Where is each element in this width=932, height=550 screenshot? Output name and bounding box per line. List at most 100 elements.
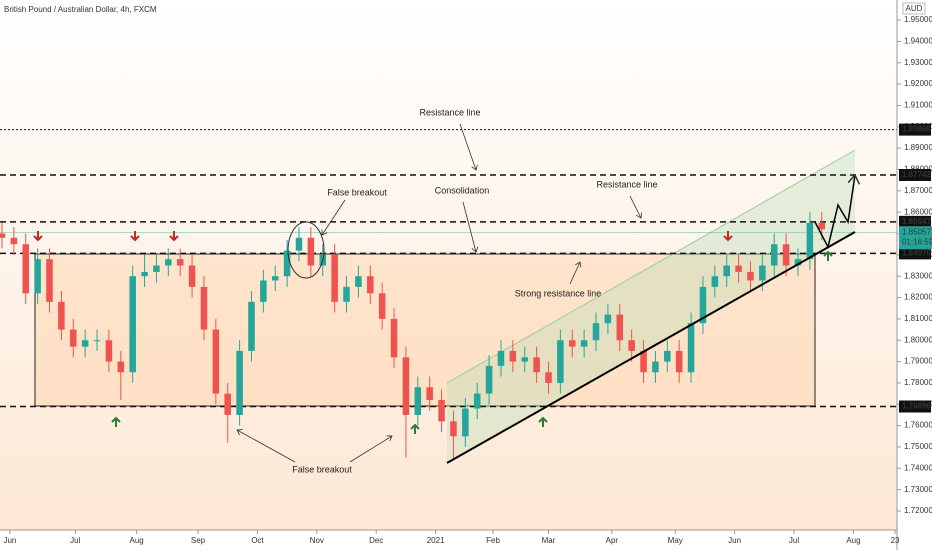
y-tick-label: 1.73000 [904, 485, 932, 494]
chart-title: British Pound / Australian Dollar, 4h, F… [4, 5, 157, 14]
x-tick-label: Dec [369, 536, 383, 545]
level-label: 1.85547 [902, 217, 931, 226]
candle-body [450, 421, 457, 437]
candle-body [438, 400, 445, 422]
x-tick-label: Mar [542, 536, 556, 545]
candle-body [93, 340, 101, 342]
candle-body [260, 280, 267, 302]
candle-body [699, 286, 707, 324]
x-tick-label: Nov [310, 536, 324, 545]
candle-body [224, 393, 231, 415]
channel [447, 150, 855, 463]
y-tick-label: 1.74000 [904, 463, 932, 472]
candle-body [153, 265, 160, 272]
pointers [237, 123, 641, 463]
candle-body [402, 357, 410, 415]
annotation: False breakout [292, 464, 352, 474]
breakout-circle [287, 221, 325, 279]
candle-body [117, 361, 125, 373]
candle-body [485, 365, 493, 394]
x-tick-label: Aug [130, 536, 144, 545]
y-tick-label: 1.75000 [904, 442, 932, 451]
candle-body [343, 286, 350, 302]
candle-body [307, 237, 315, 266]
marks [0, 129, 897, 460]
y-tick-label: 1.89000 [904, 143, 932, 152]
currency-box [902, 2, 926, 15]
currency: AUD [906, 4, 923, 13]
y-tick-label: 1.94000 [904, 37, 932, 46]
annotation: Resistance line [596, 179, 657, 189]
y-tick-label: 1.95000 [904, 15, 932, 24]
candle-body [735, 265, 742, 272]
annotation: False breakout [327, 187, 387, 197]
x-tick-label: 2021 [427, 536, 445, 545]
y-tick-label: 1.86000 [904, 207, 932, 216]
candle-body [426, 387, 433, 401]
x-tick-label: Aug [846, 536, 860, 545]
candle-body [34, 259, 41, 294]
y-tick-label: 1.81000 [904, 314, 932, 323]
y-tick-label: 1.83000 [904, 271, 932, 280]
x-tick-label: Apr [606, 536, 619, 545]
annotation: Consolidation [435, 185, 490, 195]
candle-body [0, 233, 6, 238]
x-tick-label: May [668, 536, 683, 545]
candle-body [248, 301, 255, 351]
candle-body [521, 357, 529, 362]
candle-body [675, 350, 683, 373]
candle-body [367, 276, 374, 294]
candle-body [462, 408, 469, 437]
candle-body [640, 350, 647, 373]
y-tick-label: 1.76000 [904, 421, 932, 430]
x-tick-label: Sep [191, 536, 206, 545]
level-label: 1.87742 [902, 170, 931, 179]
candle-body [69, 329, 77, 347]
candle-body [295, 237, 303, 251]
x-tick-label: Jun [728, 536, 741, 545]
candle-body [271, 276, 279, 281]
y-tick-label: 1.93000 [904, 58, 932, 67]
candle-body [46, 259, 53, 302]
candle-body [770, 244, 778, 266]
level-label: 1.76896 [902, 402, 931, 411]
candle-body [533, 357, 540, 373]
x-tick-label: Jul [789, 536, 799, 545]
candle-body [711, 276, 719, 287]
candle-body [509, 350, 517, 362]
candle-body [687, 323, 695, 373]
annotation: Strong resistance line [515, 288, 602, 298]
candle-body [568, 340, 576, 347]
candle-body [628, 340, 635, 351]
y-tick-label: 1.91000 [904, 101, 932, 110]
candle-body [105, 340, 113, 362]
candle-body [390, 318, 398, 358]
candle-body [616, 314, 624, 341]
candle-body [10, 237, 18, 245]
candle-body [414, 387, 422, 415]
candle-body [165, 259, 172, 266]
candle-body [818, 222, 826, 230]
candle-body [22, 244, 30, 294]
level-label: 1.89868 [902, 125, 931, 134]
candle-body [545, 372, 552, 383]
candle-body [58, 301, 65, 330]
candle-body [473, 393, 481, 409]
level-tag [899, 123, 931, 136]
candle-body [652, 361, 659, 373]
last-price-tag [899, 226, 932, 250]
candle-body [378, 293, 386, 319]
x-tick-label: Jul [70, 536, 80, 545]
y-tick-label: 1.82000 [904, 293, 932, 302]
candle-body [806, 222, 814, 260]
candle-body [188, 265, 196, 287]
annotation: Resistance line [419, 107, 480, 117]
candle-body [664, 350, 671, 362]
y-tick-label: 1.80000 [904, 335, 932, 344]
y-tick-label: 1.79000 [904, 357, 932, 366]
x-tick-label: Feb [486, 536, 500, 545]
y-tick-label: 1.87000 [904, 186, 932, 195]
candle-body [580, 340, 588, 347]
consolidation-box [34, 253, 816, 407]
